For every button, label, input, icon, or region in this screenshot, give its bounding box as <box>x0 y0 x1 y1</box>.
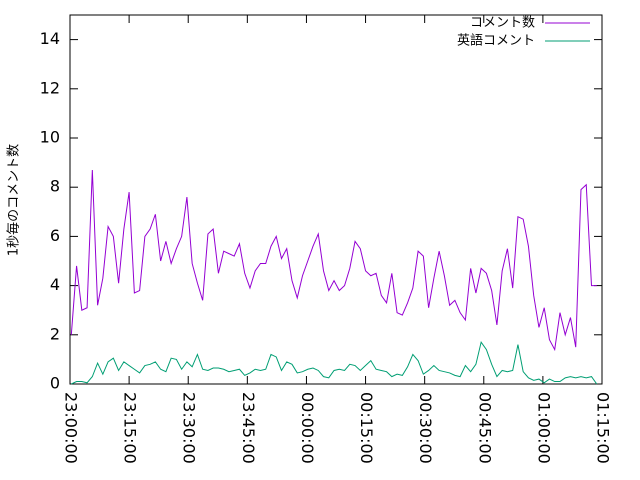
y-tick-label: 4 <box>50 275 60 294</box>
y-tick-label: 2 <box>50 324 60 343</box>
x-tick-label: 01:15:00 <box>594 392 613 464</box>
y-axis-label: 1秒毎のコメント数 <box>6 144 22 256</box>
y-tick-label: 6 <box>50 226 60 245</box>
x-tick-label: 01:00:00 <box>534 392 553 464</box>
x-tick-label: 00:15:00 <box>357 392 376 464</box>
legend-label: 英語コメント <box>457 33 535 49</box>
legend-label: コメント数 <box>470 16 535 31</box>
x-tick-label: 00:00:00 <box>298 392 317 464</box>
y-tick-label: 10 <box>40 128 60 147</box>
x-tick-label: 23:15:00 <box>121 392 140 464</box>
x-tick-label: 23:30:00 <box>180 392 199 464</box>
x-tick-label: 00:45:00 <box>475 392 494 464</box>
y-tick-label: 8 <box>50 177 60 196</box>
y-tick-label: 14 <box>40 29 60 48</box>
y-tick-label: 12 <box>40 78 60 97</box>
x-tick-label: 00:30:00 <box>416 392 435 464</box>
y-tick-label: 0 <box>50 374 60 393</box>
x-tick-label: 23:00:00 <box>62 392 81 464</box>
series-line <box>71 340 598 385</box>
x-tick-label: 23:45:00 <box>239 392 258 464</box>
plot-border <box>69 14 603 385</box>
series-line <box>70 169 597 352</box>
